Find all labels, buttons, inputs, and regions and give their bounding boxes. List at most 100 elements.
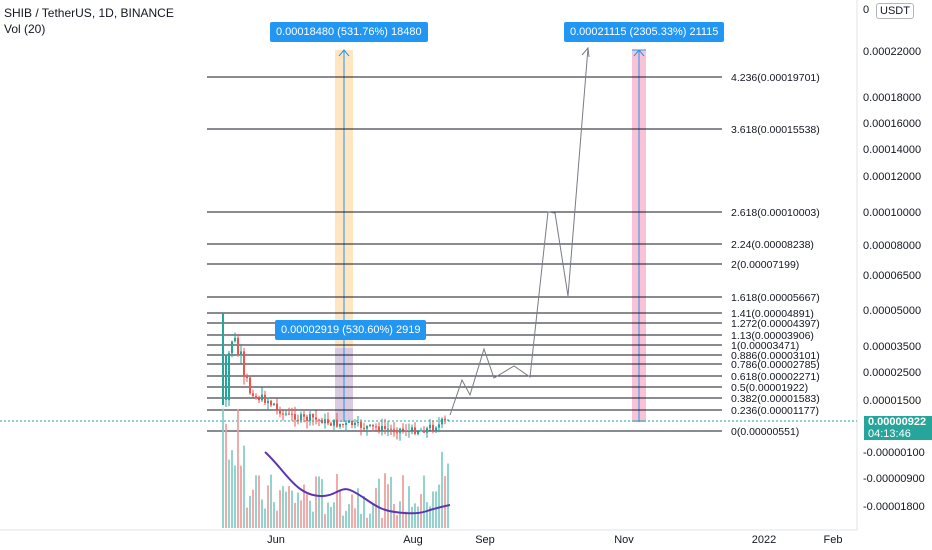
candle-body <box>432 424 434 431</box>
candle-body <box>327 419 329 424</box>
candle-body <box>387 428 389 430</box>
candle-body <box>249 377 251 394</box>
candle-body <box>297 419 299 421</box>
candle-body <box>309 414 311 421</box>
volume-bar <box>324 514 326 528</box>
candle-body <box>375 426 377 428</box>
candle-body <box>348 421 350 423</box>
candle-body <box>378 426 380 431</box>
volume-bar <box>426 502 428 528</box>
volume-bar <box>297 492 299 528</box>
measure-label-purple: 0.00002919 (530.60%) 2919 <box>275 320 427 340</box>
volume-bar <box>255 475 257 528</box>
volume-bar <box>414 503 416 528</box>
measure-arrowhead <box>338 49 350 57</box>
fib-level-label: 0.236(0.00001177) <box>731 405 819 417</box>
volume-bar <box>249 495 251 528</box>
fib-level-label: 0.886(0.00003101) <box>731 350 820 362</box>
time-tick: 2022 <box>752 534 776 546</box>
fib-level-label: 2.24(0.00008238) <box>731 239 814 251</box>
volume-bar <box>435 491 437 528</box>
candle-body <box>312 414 314 418</box>
candle-body <box>273 403 275 406</box>
candle-body <box>411 427 413 431</box>
volume-bar <box>360 513 362 528</box>
price-tick: 0.00005000 <box>863 305 921 317</box>
volume-bar <box>309 500 311 528</box>
volume-bar <box>408 486 410 528</box>
volume-bar <box>294 502 296 528</box>
volume-bar <box>258 475 260 528</box>
volume-bar <box>402 475 404 528</box>
volume-bar <box>312 511 314 528</box>
volume-indicator-label[interactable]: Vol (20) <box>4 22 46 36</box>
currency-unit-button[interactable]: USDT <box>876 3 914 19</box>
candle-body <box>231 341 233 354</box>
volume-bar <box>423 475 425 528</box>
volume-bar <box>225 423 227 528</box>
price-tick: 0.00006500 <box>863 270 921 282</box>
measure-label-upper-orange: 0.00018480 (531.76%) 18480 <box>270 22 428 42</box>
price-tick: 0.00002500 <box>863 367 921 379</box>
fib-level-label: 4.236(0.00019701) <box>731 72 820 84</box>
price-tick: 0.00008000 <box>863 240 921 252</box>
candle-body <box>288 413 290 415</box>
candle-body <box>237 337 239 356</box>
candle-body <box>294 414 296 420</box>
candle-body <box>285 413 287 415</box>
volume-bar <box>336 474 338 528</box>
candle-body <box>366 425 368 429</box>
volume-bar <box>396 515 398 528</box>
volume-bar <box>357 488 359 528</box>
volume-bar <box>366 517 368 528</box>
price-tick: 0.00014000 <box>863 144 921 156</box>
measure-label-pink: 0.00021115 (2305.33%) 21115 <box>564 22 725 42</box>
fib-level-label: 1.618(0.00005667) <box>731 292 820 304</box>
volume-bar <box>288 486 290 528</box>
candlesticks <box>222 332 449 441</box>
candle-body <box>354 422 356 425</box>
price-tick: 0.00016000 <box>863 118 921 130</box>
candle-body <box>342 423 344 425</box>
price-tick-top: 0 <box>863 4 869 16</box>
candle-body <box>357 422 359 424</box>
volume-bar <box>240 465 242 528</box>
volume-bar <box>306 494 308 528</box>
volume-bar <box>273 502 275 528</box>
price-tick: -0.00000100 <box>863 447 925 459</box>
volume-bar <box>390 476 392 528</box>
candle-body <box>339 423 341 427</box>
candle-body <box>429 424 431 429</box>
volume-bar <box>369 513 371 528</box>
candle-body <box>384 425 386 429</box>
volume-bar <box>399 501 401 528</box>
candle-body <box>408 430 410 433</box>
fib-level-label: 3.618(0.00015538) <box>731 124 820 136</box>
price-tick: 0.00003500 <box>863 341 921 353</box>
candle-body <box>435 427 437 431</box>
volume-bar <box>384 473 386 528</box>
candle-body <box>405 430 407 433</box>
volume-bar <box>387 484 389 528</box>
candle-body <box>363 427 365 429</box>
candle-body <box>402 428 404 431</box>
candle-body <box>276 403 278 410</box>
candle-body <box>426 428 428 433</box>
time-tick: Jun <box>267 534 285 546</box>
price-tick: 0.00001500 <box>863 395 921 407</box>
volume-bar <box>438 484 440 528</box>
volume-bar <box>354 508 356 528</box>
price-tick: 0.00010000 <box>863 207 921 219</box>
candle-body <box>300 414 302 420</box>
candle-body <box>369 424 371 426</box>
price-tick: 0.00018000 <box>863 92 921 104</box>
volume-bar <box>246 507 248 528</box>
candle-body <box>246 376 248 378</box>
candle-body <box>255 395 257 399</box>
candle-body <box>306 416 308 421</box>
candle-body <box>279 409 281 414</box>
candle-body <box>270 400 272 406</box>
time-tick: Sep <box>475 534 495 546</box>
candle-body <box>336 419 338 427</box>
